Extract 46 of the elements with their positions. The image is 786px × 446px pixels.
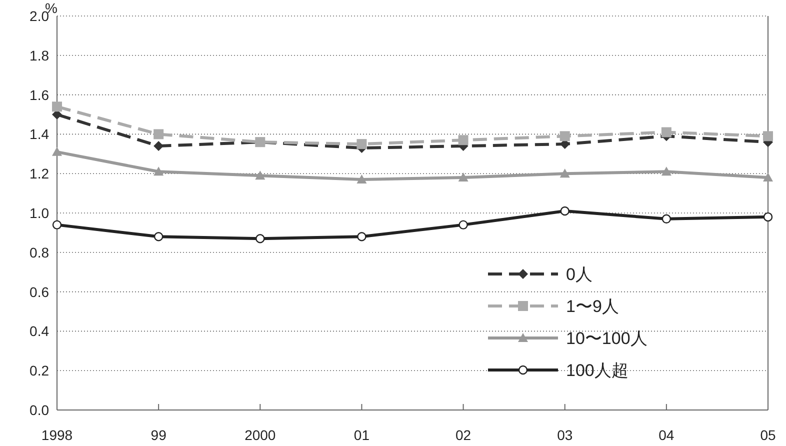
x-tick-label: 99 — [150, 427, 167, 443]
point — [560, 168, 570, 178]
y-tick-label: 0.2 — [30, 362, 50, 379]
point — [356, 139, 367, 150]
point — [661, 127, 672, 138]
x-tick-label: 04 — [658, 427, 674, 443]
point — [560, 131, 570, 142]
y-tick-label: 0.0 — [30, 402, 50, 418]
x-tick-label: 02 — [455, 427, 472, 443]
y-tick-label: 1.6 — [30, 86, 50, 103]
point — [154, 141, 164, 152]
x-tick-label: 03 — [557, 427, 573, 443]
point — [763, 172, 773, 182]
point — [560, 206, 570, 216]
point — [357, 232, 366, 242]
point — [458, 172, 468, 182]
point — [763, 212, 773, 222]
point — [255, 170, 266, 180]
y-tick-label: 0.4 — [30, 323, 50, 340]
point — [458, 135, 468, 146]
point — [154, 129, 164, 140]
point — [52, 102, 62, 112]
point — [662, 214, 672, 224]
y-tick-label: 1.2 — [30, 166, 50, 182]
point — [763, 131, 773, 142]
legend-label: 0人 — [566, 265, 592, 284]
x-tick-label: 01 — [354, 427, 370, 443]
x-tick-label: 05 — [760, 427, 776, 443]
point — [256, 234, 265, 244]
point — [154, 232, 164, 242]
point — [154, 166, 164, 176]
y-tick-label: 1.0 — [30, 205, 50, 221]
y-tick-label: 0.6 — [30, 284, 50, 300]
y-tick-label: 0.8 — [30, 244, 50, 260]
legend-label: 1〜9人 — [566, 297, 619, 316]
y-tick-label: 1.8 — [30, 47, 50, 64]
y-tick-label: 1.4 — [30, 126, 50, 142]
point — [356, 174, 367, 184]
point — [458, 220, 468, 230]
point — [661, 166, 672, 176]
legend-label: 10〜100人 — [566, 329, 648, 348]
x-tick-label: 1998 — [41, 427, 73, 443]
point — [52, 146, 62, 156]
legend-label: 100人超 — [566, 361, 628, 380]
x-tick-label: 2000 — [244, 427, 276, 443]
point — [52, 220, 62, 230]
